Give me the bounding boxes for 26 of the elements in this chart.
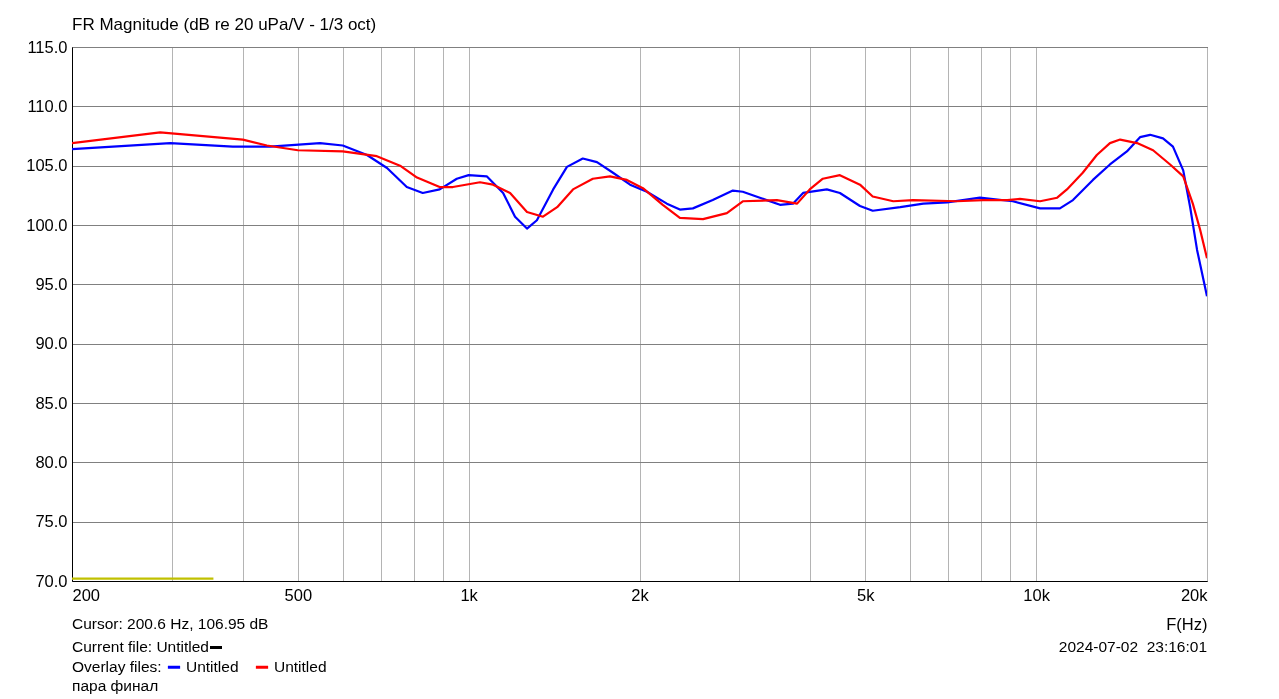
x-tick-label: 20k [1180, 585, 1209, 604]
x-tick-label: 2k [631, 585, 650, 604]
x-tick-label: 200 [72, 585, 101, 604]
y-tick-label: 100.0 [26, 215, 68, 234]
chart-title: FR Magnitude (dB re 20 uPa/V - 1/3 oct) [72, 15, 377, 34]
legend-title: Overlay files: [72, 658, 162, 675]
y-tick-label: 105.0 [26, 156, 68, 175]
x-tick-label: 500 [284, 585, 313, 604]
x-tick-label: 1k [460, 585, 479, 604]
x-tick-label: 5k [857, 585, 876, 604]
text: Cursor: 200.6 Hz, 106.95 dB [72, 615, 269, 633]
y-tick-label: 85.0 [35, 393, 68, 412]
y-tick-label: 95.0 [35, 274, 68, 293]
y-tick-label: 75.0 [35, 512, 68, 531]
legend-label: Untitled [186, 658, 239, 676]
y-tick-label: 115.0 [27, 37, 68, 56]
text: Current file: Untitled [72, 638, 210, 656]
text: 2024-07-02 23:16:01 [1058, 638, 1207, 656]
legend-label: Untitled [274, 658, 327, 676]
x-axis-title: F(Hz) [1166, 614, 1208, 633]
y-tick-label: 90.0 [35, 334, 68, 353]
y-tick-label: 80.0 [35, 452, 68, 471]
x-tick-label: 10k [1023, 585, 1051, 604]
text: пара финал [72, 677, 159, 695]
y-tick-label: 110.0 [27, 96, 68, 115]
y-tick-label: 70.0 [35, 571, 68, 590]
